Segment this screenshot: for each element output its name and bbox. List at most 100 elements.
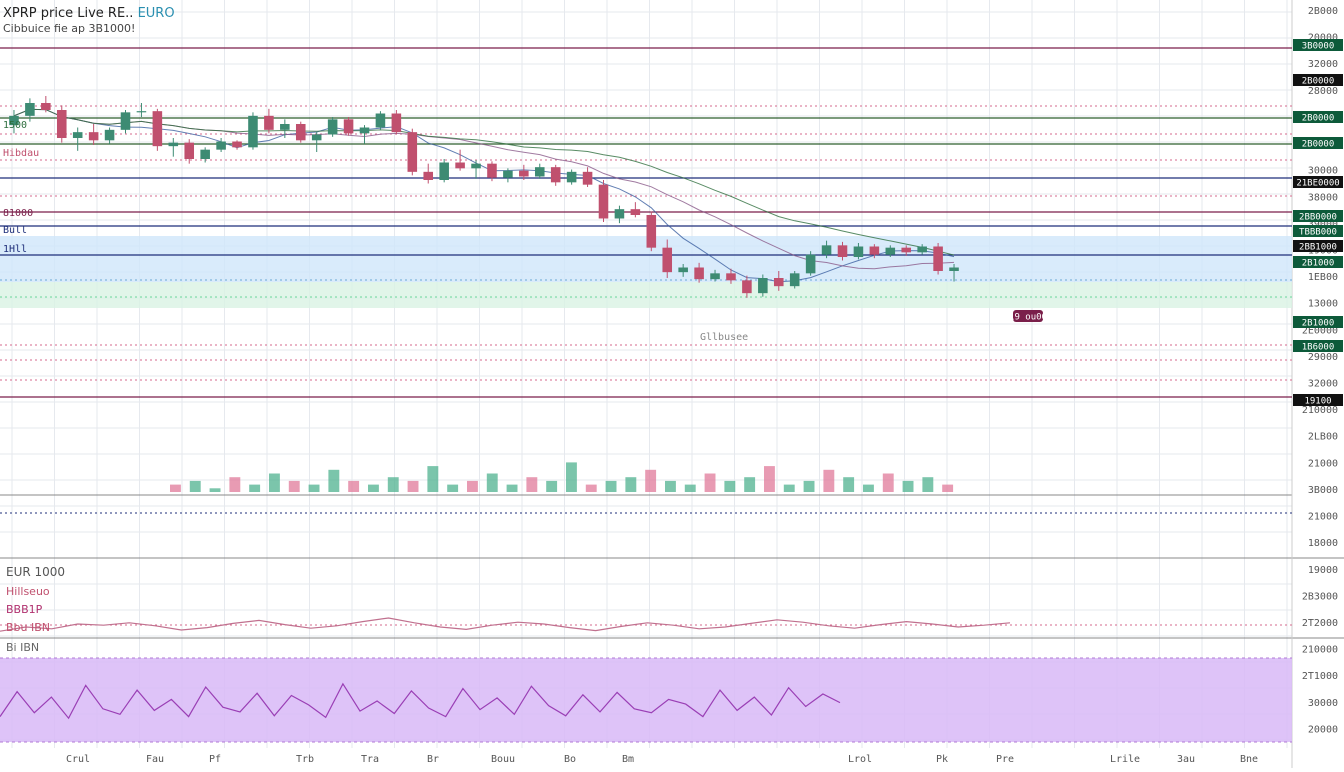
time-axis[interactable]: Crul Fau Pf Trb Tra Br Bouu Bo Bm Lrol Pk Pre Lrile 3…	[66, 754, 1258, 765]
price-marker: 19 ou00	[1009, 313, 1047, 323]
price-axis-tick: 18000	[1308, 538, 1338, 549]
candle-body	[248, 115, 258, 148]
candle-body	[104, 129, 115, 141]
candle	[837, 241, 848, 261]
candle	[630, 202, 641, 218]
price-tag-bg	[1293, 39, 1343, 51]
volume-bar	[684, 484, 696, 492]
candle	[566, 169, 577, 185]
candle	[519, 164, 529, 180]
candle-body	[630, 209, 641, 215]
candle-body	[56, 110, 67, 138]
candle	[487, 161, 497, 182]
candle	[662, 239, 673, 278]
price-axis-tick: 3B000	[1308, 485, 1338, 496]
candle-body	[710, 273, 720, 280]
candle-body	[375, 113, 386, 128]
rsi-pane	[0, 657, 1292, 743]
candle-body	[280, 124, 290, 130]
volume-bar	[566, 462, 577, 492]
price-axis-tick: 2B3000	[1302, 591, 1338, 602]
candle-body	[216, 141, 226, 150]
time-axis-tick: Bouu	[491, 754, 515, 765]
candle-body	[25, 103, 35, 116]
chart-title: XPRP price Live RE.. EURO	[3, 6, 175, 21]
candle-body	[598, 184, 609, 219]
candle	[41, 96, 51, 113]
candle-body	[152, 111, 163, 147]
candle	[710, 269, 720, 282]
candle-body	[423, 171, 434, 180]
volume-bar	[447, 484, 459, 492]
candle-body	[550, 167, 561, 183]
candle	[933, 243, 943, 275]
price-axis-tick: 20000	[1308, 724, 1338, 735]
candle	[742, 275, 752, 298]
time-axis-tick: 3au	[1177, 754, 1195, 765]
price-axis-tick: 29000	[1308, 352, 1338, 363]
price-tag: 2BB1000	[1299, 243, 1337, 253]
candle-body	[391, 113, 402, 133]
price-tag-bg	[1293, 240, 1343, 252]
pane3-title: EUR 1000	[6, 565, 66, 579]
price-axis-tick: 39000	[1308, 219, 1338, 230]
candle-body	[168, 142, 179, 147]
candle	[232, 140, 242, 150]
price-tag: TBBB000	[1299, 228, 1337, 238]
candle	[598, 180, 609, 222]
candle	[200, 147, 210, 163]
volume-bar	[585, 484, 597, 492]
time-axis-tick: Tra	[361, 754, 379, 765]
candle-body	[646, 215, 657, 248]
candle	[248, 112, 258, 150]
candle-body	[566, 171, 577, 183]
volume-bar	[308, 484, 320, 492]
volume-bar	[407, 480, 419, 492]
volume-bar	[882, 473, 894, 492]
candle	[216, 138, 226, 152]
price-axis-tick: 30000	[1308, 166, 1338, 177]
candle-body	[264, 115, 274, 130]
candle-body	[343, 119, 354, 134]
volume-bar	[605, 480, 617, 492]
volume-bar	[328, 469, 340, 492]
time-axis-tick: Pf	[209, 754, 221, 765]
price-axis-tick: 2T2000	[1302, 618, 1338, 629]
candle	[25, 98, 35, 122]
candle	[869, 244, 880, 259]
candle	[550, 164, 561, 186]
candle-body	[184, 142, 195, 159]
price-tag: 2B0000	[1302, 114, 1335, 124]
rsi-line	[0, 682, 841, 720]
candle-body	[519, 170, 529, 177]
candle	[9, 110, 19, 134]
time-axis-tick: Lrol	[848, 754, 872, 765]
time-axis-tick: Pk	[936, 754, 948, 765]
price-axis-tick: 2LB00	[1308, 432, 1338, 443]
candle-body	[503, 170, 513, 178]
candle	[280, 119, 290, 138]
candle-body	[678, 267, 688, 273]
pane3-legend-3: Bbu IBN	[6, 621, 51, 634]
price-tag-bg	[1293, 74, 1343, 86]
candle-body	[853, 246, 864, 257]
candle-body	[534, 167, 545, 177]
candle	[72, 127, 83, 151]
pane3-legend-2: BBB1P	[6, 603, 43, 616]
price-axis-tick: 2E0000	[1302, 325, 1338, 336]
pane3-legend-1: Hillseuo	[6, 585, 50, 598]
volume-bar	[526, 477, 538, 492]
candle	[821, 240, 832, 259]
oscillator-series	[0, 617, 1011, 632]
candle	[758, 274, 768, 297]
volume-bar	[189, 480, 201, 492]
candle-body	[136, 111, 147, 113]
candle-body	[200, 149, 210, 159]
time-axis-tick: Bne	[1240, 754, 1258, 765]
volume-bar	[209, 488, 221, 492]
time-axis-tick: Crul	[66, 754, 90, 765]
candle-body	[311, 134, 322, 141]
